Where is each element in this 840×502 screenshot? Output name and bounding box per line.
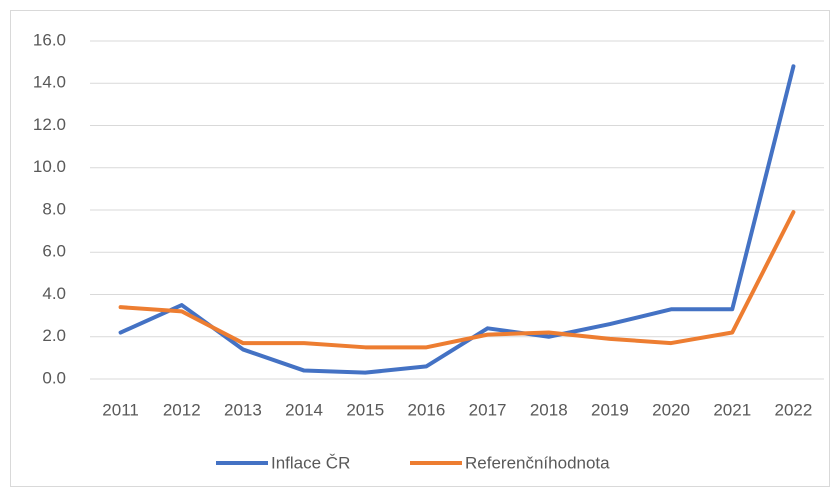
x-tick-label: 2011 — [102, 400, 139, 419]
legend-label: Referenčníhodnota — [465, 453, 610, 472]
y-tick-label: 16.0 — [33, 30, 66, 49]
chart-frame — [10, 10, 830, 487]
x-tick-label: 2016 — [408, 400, 446, 419]
y-tick-label: 8.0 — [42, 199, 66, 218]
series-line — [118, 210, 796, 350]
y-tick-label: 14.0 — [33, 73, 66, 92]
y-tick-label: 12.0 — [33, 115, 66, 134]
x-tick-label: 2014 — [285, 400, 323, 419]
y-tick-label: 0.0 — [42, 368, 66, 387]
x-tick-label: 2019 — [591, 400, 629, 419]
x-tick-label: 2015 — [346, 400, 384, 419]
x-tick-label: 2021 — [713, 400, 751, 419]
x-tick-label: 2018 — [530, 400, 568, 419]
legend-label: Inflace ČR — [271, 453, 350, 472]
y-tick-label: 4.0 — [42, 284, 66, 303]
y-tick-label: 10.0 — [33, 157, 66, 176]
x-tick-label: 2020 — [652, 400, 690, 419]
x-tick-label: 2012 — [163, 400, 201, 419]
y-tick-label: 2.0 — [42, 326, 66, 345]
x-tick-label: 2017 — [469, 400, 507, 419]
x-tick-label: 2022 — [775, 400, 813, 419]
x-tick-label: 2013 — [224, 400, 262, 419]
y-tick-label: 6.0 — [42, 242, 66, 261]
series-line — [118, 64, 796, 375]
